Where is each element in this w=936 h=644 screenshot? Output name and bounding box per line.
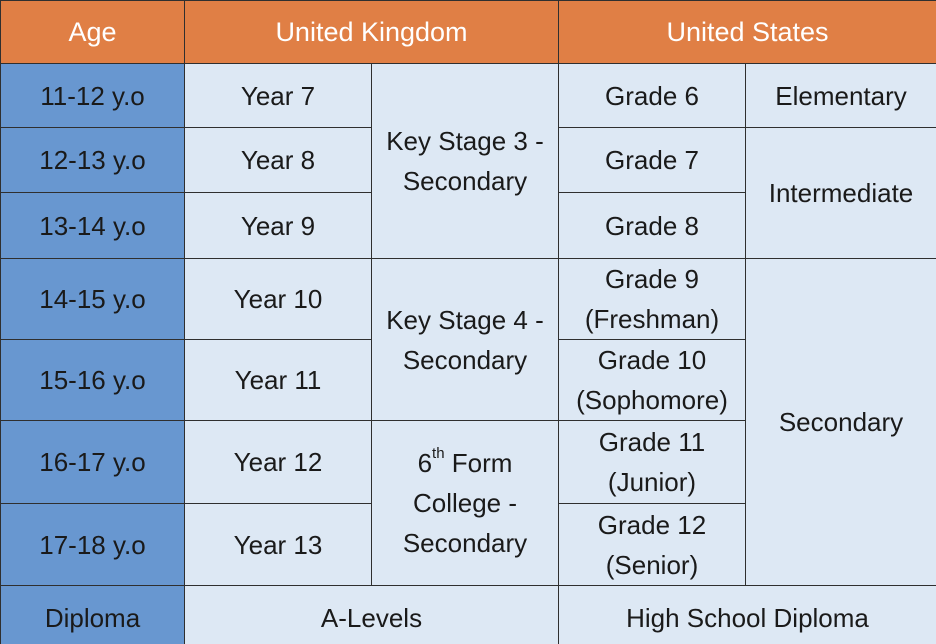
us-grade-line2: (Senior) bbox=[605, 549, 699, 580]
table-row: 15-16 y.o Year 11 Grade 10 (Sophomore) bbox=[0, 339, 936, 421]
header-row: Age United Kingdom United States bbox=[0, 0, 936, 64]
table-row: 17-18 y.o Year 13 Grade 12 (Senior) bbox=[0, 503, 936, 586]
us-grade-cell: Grade 12 (Senior) bbox=[558, 503, 746, 586]
diploma-row: Diploma A-Levels High School Diploma bbox=[0, 585, 936, 644]
us-grade-cell: Grade 7 bbox=[558, 127, 746, 193]
uk-year-cell: Year 11 bbox=[184, 339, 372, 421]
sixth-sup: th bbox=[432, 445, 445, 463]
sixth-line3: Secondary bbox=[402, 528, 528, 558]
uk-diploma: A-Levels bbox=[184, 585, 559, 644]
ks4-line2: Secondary bbox=[402, 344, 528, 375]
age-cell: 16-17 y.o bbox=[0, 420, 185, 504]
sixth-rest: Form bbox=[444, 448, 513, 478]
us-grade-cell: Grade 11 (Junior) bbox=[558, 420, 746, 504]
header-us: United States bbox=[558, 0, 936, 64]
ks4-line1: Key Stage 4 - bbox=[386, 304, 544, 335]
ks3-line1: Key Stage 3 - bbox=[386, 126, 544, 156]
uk-year-cell: Year 9 bbox=[184, 192, 372, 259]
sixth-line2: College - bbox=[412, 488, 518, 518]
us-grade-line2: (Junior) bbox=[607, 467, 697, 497]
age-cell: 17-18 y.o bbox=[0, 503, 185, 586]
us-grade-cell: Grade 10 (Sophomore) bbox=[558, 339, 746, 421]
table-row: 12-13 y.o Year 8 Grade 7 Intermediate bbox=[0, 127, 936, 259]
us-grade-cell: Grade 8 bbox=[558, 192, 746, 259]
header-uk: United Kingdom bbox=[184, 0, 559, 64]
diploma-label: Diploma bbox=[0, 585, 185, 644]
us-grade-line2: (Freshman) bbox=[584, 304, 720, 334]
uk-stage-ks4: Key Stage 4 - Secondary bbox=[371, 258, 559, 421]
table-row: 11-12 y.o Year 7 Key Stage 3 - Secondary… bbox=[0, 63, 936, 259]
age-cell: 12-13 y.o bbox=[0, 127, 185, 193]
us-grade-line1: Grade 9 bbox=[605, 264, 699, 294]
us-level-secondary: Secondary bbox=[745, 258, 936, 586]
us-grade-line1: Grade 11 bbox=[598, 427, 706, 457]
uk-year-cell: Year 10 bbox=[184, 258, 372, 340]
us-grade-cell: Grade 9 (Freshman) bbox=[558, 258, 746, 340]
table-row: 13-14 y.o Year 9 Grade 8 bbox=[0, 192, 936, 259]
table-row: 14-15 y.o Year 10 Key Stage 4 - Secondar… bbox=[0, 258, 936, 586]
uk-year-cell: Year 12 bbox=[184, 420, 372, 504]
us-level-intermediate: Intermediate bbox=[745, 127, 936, 259]
uk-stage-sixth-form: 6th Form College - Secondary bbox=[371, 420, 559, 586]
us-grade-line1: Grade 10 bbox=[597, 345, 707, 375]
uk-year-cell: Year 7 bbox=[184, 63, 372, 128]
header-age: Age bbox=[0, 0, 185, 64]
table-row: 16-17 y.o Year 12 6th Form College - Sec… bbox=[0, 420, 936, 586]
us-grade-line1: Grade 12 bbox=[597, 509, 707, 540]
uk-year-cell: Year 13 bbox=[184, 503, 372, 586]
us-level-elementary: Elementary bbox=[745, 63, 936, 128]
us-grade-cell: Grade 6 bbox=[558, 63, 746, 128]
ks3-line2: Secondary bbox=[402, 166, 528, 196]
us-diploma: High School Diploma bbox=[558, 585, 936, 644]
age-cell: 14-15 y.o bbox=[0, 258, 185, 340]
sixth-num: 6 bbox=[417, 448, 433, 478]
us-grade-line2: (Sophomore) bbox=[576, 385, 728, 415]
uk-stage-ks3: Key Stage 3 - Secondary bbox=[371, 63, 559, 259]
age-cell: 11-12 y.o bbox=[0, 63, 185, 128]
age-cell: 13-14 y.o bbox=[0, 192, 185, 259]
uk-year-cell: Year 8 bbox=[184, 127, 372, 193]
age-cell: 15-16 y.o bbox=[0, 339, 185, 421]
